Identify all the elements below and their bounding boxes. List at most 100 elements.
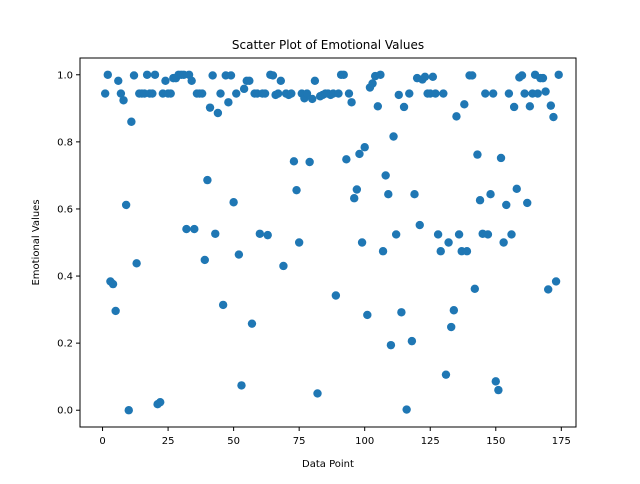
data-point [378, 247, 388, 256]
data-point [420, 72, 430, 81]
data-point [439, 89, 448, 98]
data-point [386, 340, 396, 350]
data-point [226, 71, 236, 80]
data-point [544, 285, 553, 294]
data-point [142, 70, 152, 79]
data-point [436, 247, 445, 256]
y-tick-label: 0.6 [57, 204, 73, 215]
data-point [148, 89, 157, 98]
data-point [237, 381, 246, 390]
data-point [410, 189, 419, 199]
data-point [276, 76, 286, 86]
data-point [454, 230, 464, 239]
data-point [224, 98, 233, 107]
data-point [119, 96, 128, 105]
data-point [211, 229, 220, 238]
data-point [100, 89, 110, 98]
points-layer [100, 70, 563, 415]
data-point [166, 89, 175, 98]
data-point [273, 89, 283, 98]
data-point [287, 89, 296, 98]
data-point [460, 100, 469, 109]
data-point [397, 308, 406, 317]
chart-title: Scatter Plot of Emotional Values [232, 38, 424, 52]
data-point [124, 406, 133, 415]
data-point [313, 389, 322, 398]
data-point [239, 84, 249, 94]
data-point [525, 102, 535, 111]
x-axis-ticks: 0 25 50 75 100 125 150 175 [99, 427, 571, 447]
data-point [205, 103, 215, 112]
data-point [394, 90, 403, 100]
data-point [229, 198, 238, 207]
data-point [486, 189, 495, 199]
data-point [263, 230, 272, 240]
data-point [551, 277, 561, 286]
data-point [444, 238, 453, 247]
data-point [384, 189, 393, 199]
data-point [441, 370, 451, 379]
data-point [216, 89, 225, 98]
data-point [305, 157, 314, 167]
x-tick-label: 175 [552, 436, 571, 447]
data-point [260, 89, 270, 98]
data-point [512, 184, 521, 194]
data-point [339, 70, 348, 79]
data-point [499, 238, 508, 247]
data-point [150, 70, 160, 79]
data-point [355, 149, 364, 159]
data-point [232, 89, 241, 98]
y-tick-label: 1.0 [57, 70, 73, 81]
data-point [116, 89, 126, 98]
data-point [538, 73, 548, 83]
data-point [190, 224, 199, 234]
data-point [294, 238, 304, 247]
data-point [533, 89, 542, 98]
data-point [473, 150, 482, 159]
data-point [121, 200, 131, 210]
data-point [156, 397, 165, 407]
data-point [483, 230, 493, 239]
data-point [520, 89, 529, 98]
y-tick-label: 0.8 [57, 137, 73, 148]
plot-frame [79, 57, 577, 428]
x-tick-label: 0 [99, 436, 105, 447]
data-point [268, 71, 278, 80]
data-point [541, 87, 550, 96]
data-point [509, 102, 519, 112]
data-point [462, 247, 472, 256]
data-point [452, 112, 461, 121]
data-point [475, 196, 485, 205]
data-point [554, 70, 563, 79]
data-point [234, 250, 244, 259]
data-point [399, 102, 409, 112]
data-point [389, 132, 398, 141]
data-point [289, 157, 299, 166]
data-point [197, 89, 207, 98]
x-tick-label: 75 [293, 436, 306, 447]
data-point [488, 89, 498, 98]
y-tick-label: 0.4 [57, 272, 73, 283]
data-point [428, 72, 438, 81]
data-point [132, 259, 141, 268]
data-point [129, 71, 139, 80]
data-point [218, 300, 228, 310]
x-tick-label: 150 [486, 436, 505, 447]
data-point [407, 336, 417, 346]
x-tick-label: 100 [355, 436, 374, 447]
data-point [449, 306, 459, 315]
data-point [279, 261, 288, 271]
data-point [502, 200, 511, 210]
x-axis-label: Data Point [302, 459, 354, 470]
data-point [360, 143, 369, 152]
data-point [373, 102, 383, 111]
data-point [368, 79, 377, 88]
data-point [350, 194, 359, 203]
data-point [549, 112, 558, 122]
data-point [447, 322, 456, 332]
data-point [331, 291, 341, 300]
data-point [302, 89, 312, 98]
data-point [114, 76, 123, 86]
